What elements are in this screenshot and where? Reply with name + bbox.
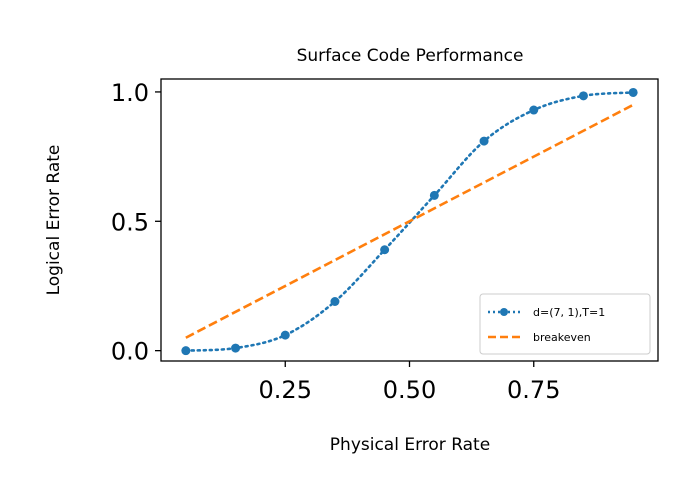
data-point xyxy=(628,87,638,97)
legend-marker-series-1 xyxy=(500,308,508,316)
legend-label-series-2: breakeven xyxy=(533,331,591,344)
x-tick-label: 0.50 xyxy=(383,376,436,404)
x-tick-label: 0.75 xyxy=(507,376,560,404)
y-axis-ticks: 0.0 0.5 1.0 xyxy=(111,79,161,366)
data-point xyxy=(330,296,340,306)
y-tick-label: 0.0 xyxy=(111,338,149,366)
y-tick-label: 1.0 xyxy=(111,79,149,107)
y-tick-label: 0.5 xyxy=(111,208,149,236)
plot-area xyxy=(181,87,638,356)
x-axis-label: Physical Error Rate xyxy=(330,435,490,455)
data-point xyxy=(429,190,439,200)
data-point xyxy=(380,245,390,255)
legend-label-series-1: d=(7, 1),T=1 xyxy=(533,306,605,319)
x-axis-ticks: 0.25 0.50 0.75 xyxy=(259,361,560,404)
data-point xyxy=(280,330,290,340)
data-point xyxy=(479,136,489,146)
chart-title: Surface Code Performance xyxy=(297,46,524,66)
x-tick-label: 0.25 xyxy=(259,376,312,404)
data-point xyxy=(578,91,588,101)
legend: d=(7, 1),T=1 breakeven xyxy=(479,293,651,355)
series-line-2 xyxy=(185,103,634,339)
data-point xyxy=(529,105,539,115)
data-point xyxy=(231,343,241,353)
legend-frame xyxy=(479,293,651,355)
data-point xyxy=(181,346,191,356)
y-axis-label: Logical Error Rate xyxy=(44,145,64,296)
